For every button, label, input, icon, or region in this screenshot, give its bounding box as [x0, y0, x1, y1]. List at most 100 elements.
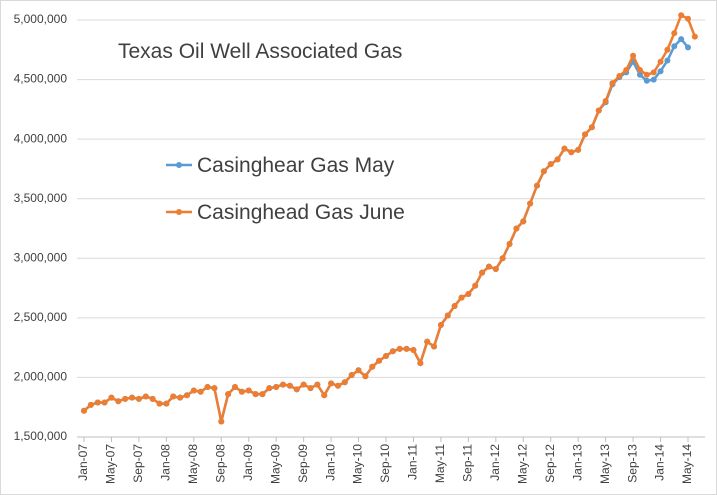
data-point [266, 385, 273, 392]
data-point [142, 393, 149, 400]
data-point [465, 291, 472, 298]
data-point [636, 71, 643, 78]
data-point [314, 381, 321, 388]
data-point [568, 149, 575, 156]
data-point [307, 385, 314, 392]
data-point [238, 388, 245, 395]
data-point [630, 52, 637, 59]
data-point [341, 379, 348, 386]
data-point [492, 266, 499, 273]
data-point [602, 98, 609, 105]
data-point [122, 395, 129, 402]
data-point [410, 347, 417, 354]
x-tick-label: May-12 [515, 444, 529, 484]
x-tick-label: May-11 [433, 444, 447, 483]
data-point [657, 58, 664, 65]
data-point [499, 255, 506, 262]
data-point [280, 381, 287, 388]
x-tick-label: Sep-09 [296, 444, 310, 483]
y-tick-label: 2,500,000 [14, 310, 68, 324]
data-point [575, 146, 582, 153]
y-tick-label: 4,000,000 [14, 131, 68, 145]
x-tick-label: May-07 [104, 444, 118, 484]
data-point [595, 107, 602, 114]
data-point [424, 338, 431, 345]
data-point [321, 392, 328, 399]
data-point [273, 383, 280, 390]
data-point [225, 391, 232, 398]
x-tick-label: Sep-13 [625, 444, 639, 483]
data-point [376, 357, 383, 364]
data-point [643, 77, 650, 84]
data-point [286, 382, 293, 389]
data-point [129, 394, 136, 401]
data-point [561, 145, 568, 152]
data-point [657, 68, 664, 75]
data-point [334, 382, 341, 389]
data-point [87, 401, 94, 408]
data-point [506, 240, 513, 247]
data-point [81, 407, 87, 414]
data-point [197, 388, 204, 395]
data-point [101, 399, 108, 406]
data-point [636, 67, 643, 74]
data-point [259, 391, 266, 398]
data-point [362, 373, 369, 380]
data-point [678, 36, 685, 43]
x-tick-label: Sep-07 [131, 444, 145, 483]
data-point [300, 381, 307, 388]
x-tick-label: Jan-11 [406, 444, 420, 480]
data-point [472, 282, 479, 289]
data-point [437, 322, 444, 329]
y-tick-label: 2,000,000 [14, 370, 68, 384]
data-point [389, 348, 396, 355]
data-point [547, 161, 554, 168]
x-tick-label: Jan-14 [653, 444, 667, 481]
data-point [183, 392, 190, 399]
data-point [135, 395, 142, 402]
data-point [554, 156, 561, 163]
y-tick-label: 3,500,000 [14, 191, 68, 205]
y-tick-label: 1,500,000 [14, 429, 68, 443]
data-point [479, 269, 486, 276]
data-point [190, 387, 197, 394]
data-point [156, 400, 163, 407]
data-point [163, 400, 170, 407]
data-point [94, 399, 101, 406]
x-tick-label: Jan-07 [76, 444, 90, 481]
x-tick-label: Jan-13 [570, 444, 584, 481]
data-point [170, 393, 177, 400]
data-point [177, 394, 184, 401]
data-point [671, 43, 678, 50]
legend-label: Casinghear Gas May [197, 154, 395, 177]
x-tick-label: Jan-10 [323, 444, 337, 481]
data-point [527, 200, 534, 207]
x-tick-label: Sep-12 [543, 444, 557, 483]
x-tick-label: Sep-10 [378, 444, 392, 483]
data-point [678, 12, 685, 19]
data-point [513, 225, 520, 232]
data-point [691, 33, 698, 40]
data-point [369, 363, 376, 370]
data-point [643, 71, 650, 78]
legend-marker [176, 209, 182, 215]
data-point [664, 57, 671, 64]
x-tick-label: May-14 [680, 444, 694, 484]
data-point [623, 67, 630, 74]
data-point [245, 387, 252, 394]
data-point [685, 44, 691, 51]
data-point [396, 345, 403, 352]
data-point [582, 131, 589, 138]
data-point [609, 80, 616, 87]
data-point [149, 395, 156, 402]
data-point [108, 394, 115, 401]
data-point [431, 343, 438, 350]
x-tick-label: May-10 [351, 444, 365, 484]
data-point [383, 352, 389, 359]
x-tick-label: Sep-11 [461, 444, 475, 482]
data-point [485, 263, 492, 270]
data-point [328, 380, 335, 387]
data-point [650, 76, 657, 83]
